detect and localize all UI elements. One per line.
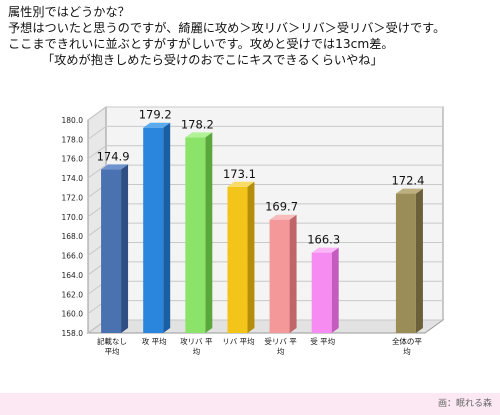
bar-top: [269, 214, 297, 220]
bar-top: [143, 122, 171, 128]
bar-value-label: 178.2: [181, 117, 214, 131]
bar-side: [331, 247, 339, 333]
x-category-label: 平均: [105, 346, 120, 356]
x-category-label: 均: [193, 346, 201, 356]
intro-line-4: 「攻めが抱きしめたら受けのおでこにキスできるくらいやね」: [42, 53, 383, 67]
bar: [269, 219, 290, 333]
bar: [395, 193, 416, 333]
y-tick-label: 178.0: [62, 135, 84, 144]
y-tick-label: 162.0: [62, 290, 84, 299]
bar-value-label: 179.2: [139, 108, 172, 122]
bar: [185, 137, 206, 333]
bar-top: [311, 247, 339, 253]
bar-top: [395, 188, 423, 194]
x-category-label: リバ 平均: [222, 336, 254, 346]
y-tick-label: 158.0: [62, 329, 84, 338]
bar: [311, 252, 332, 333]
image-credit: 画：眠れる森: [437, 399, 492, 409]
gridline: [87, 106, 443, 121]
gridline: [87, 164, 443, 179]
bar-side: [289, 214, 297, 333]
bar-side: [121, 164, 129, 333]
bar-value-label: 172.4: [391, 174, 424, 188]
bar: [143, 127, 164, 333]
bar: [101, 169, 122, 333]
bar-side: [205, 132, 213, 333]
bar-top: [227, 181, 255, 187]
y-tick-label: 174.0: [62, 174, 84, 183]
height-bar-chart: 158.0 160.0 162.0 164.0 166.0 168.0 170.0 172.0…: [62, 106, 445, 356]
bar-value-label: 169.7: [265, 200, 298, 214]
bar-value-label: 174.9: [97, 149, 130, 163]
y-tick-label: 164.0: [62, 271, 84, 280]
bar-top: [185, 132, 213, 138]
x-category-label: 均: [277, 346, 285, 356]
intro-text: 属性別ではどうかな？ 予想はついたと思うのですが、綺麗に攻め＞攻リバ＞リバ＞受リ…: [8, 4, 498, 68]
bar-value-label: 173.1: [223, 167, 256, 181]
intro-line-1: 属性別ではどうかな？: [8, 5, 130, 19]
x-category-label: 受 平均: [310, 336, 335, 346]
y-tick-label: 172.0: [62, 193, 84, 202]
x-category-label: 均: [403, 346, 411, 356]
x-category-label: 記載なし: [97, 336, 127, 346]
x-category-label: 攻 平均: [142, 336, 167, 346]
y-tick-label: 170.0: [62, 213, 84, 222]
gridline: [87, 145, 443, 160]
bar-side: [415, 188, 423, 333]
x-category-label: 攻リバ 平: [180, 336, 213, 346]
y-tick-label: 160.0: [62, 310, 84, 319]
y-tick-label: 166.0: [62, 252, 84, 261]
gridline: [87, 125, 443, 140]
bar: [227, 186, 248, 333]
footer-band: [0, 393, 500, 415]
x-category-label: 全体の平: [392, 336, 422, 346]
bar-side: [163, 122, 171, 333]
bar-top: [101, 164, 129, 170]
intro-line-2: 予想はついたと思うのですが、綺麗に攻め＞攻リバ＞リバ＞受リバ＞受けです。: [8, 21, 446, 35]
bar-side: [247, 181, 255, 333]
plot-floor: [86, 319, 445, 334]
x-category-label: 受リバ 平: [264, 336, 297, 346]
intro-line-3: ここまできれいに並ぶとすがすがしいです。攻めと受けでは13cm差。: [8, 37, 394, 51]
y-tick-label: 180.0: [62, 116, 84, 125]
y-tick-label: 168.0: [62, 232, 84, 241]
bar-value-label: 166.3: [307, 233, 340, 247]
y-tick-label: 176.0: [62, 155, 84, 164]
